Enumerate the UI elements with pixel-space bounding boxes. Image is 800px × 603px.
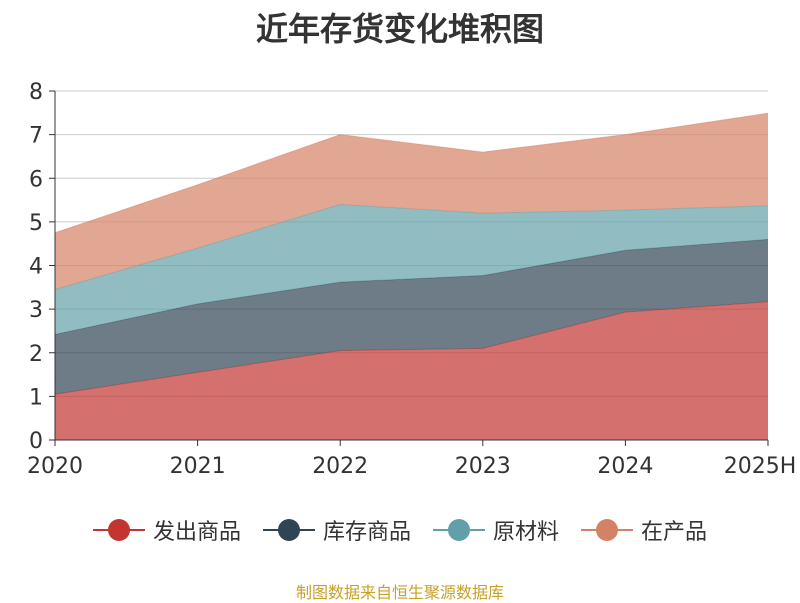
x-tick-label: 2020 bbox=[27, 454, 83, 479]
tick-labels: 0 1 2 3 4 5 6 7 8 2020 2021 2022 2023 2024 2025H bbox=[27, 80, 796, 479]
legend-dot bbox=[596, 519, 619, 541]
legend-swatch bbox=[262, 519, 315, 541]
x-tick-label: 2021 bbox=[170, 454, 226, 479]
y-tick-label: 7 bbox=[29, 124, 43, 149]
data-source-note: 制图数据来自恒生聚源数据库 bbox=[295, 583, 504, 602]
y-tick-label: 2 bbox=[29, 342, 43, 367]
legend-swatch bbox=[581, 519, 634, 541]
y-tick-label: 4 bbox=[29, 255, 43, 280]
legend-item[interactable]: 在产品 bbox=[581, 514, 707, 546]
y-tick-label: 3 bbox=[29, 298, 43, 323]
legend-label: 库存商品 bbox=[322, 520, 411, 545]
legend-swatch bbox=[433, 519, 485, 541]
area-0 bbox=[55, 301, 768, 440]
legend: 发出商品 库存商品 原材料 在产品 bbox=[0, 514, 800, 546]
y-tick-label: 1 bbox=[29, 385, 43, 410]
axes bbox=[49, 90, 769, 446]
legend-label: 发出商品 bbox=[152, 520, 241, 545]
y-tick-label: 0 bbox=[29, 429, 43, 454]
x-tick-label: 2022 bbox=[312, 454, 368, 479]
legend-label: 原材料 bbox=[493, 520, 560, 545]
legend-item[interactable]: 发出商品 bbox=[92, 514, 241, 546]
area-3 bbox=[55, 113, 768, 290]
area-series bbox=[54, 112, 769, 440]
area-1 bbox=[55, 239, 768, 395]
x-tick-label: 2023 bbox=[455, 454, 511, 479]
x-tick-label: 2025H bbox=[724, 454, 797, 479]
x-tick-label: 2024 bbox=[597, 454, 653, 479]
legend-dot bbox=[107, 519, 130, 541]
legend-label: 在产品 bbox=[641, 520, 708, 545]
area-2 bbox=[55, 204, 768, 335]
legend-swatch bbox=[92, 519, 145, 541]
legend-item[interactable]: 原材料 bbox=[433, 514, 559, 546]
legend-dot bbox=[448, 519, 470, 541]
legend-dot bbox=[277, 519, 300, 541]
y-tick-label: 6 bbox=[29, 167, 43, 192]
chart-title: 近年存货变化堆积图 bbox=[255, 10, 544, 48]
area-edge-3 bbox=[54, 112, 769, 234]
legend-item[interactable]: 库存商品 bbox=[262, 514, 411, 546]
y-tick-label: 5 bbox=[29, 211, 43, 236]
y-tick-label: 8 bbox=[29, 80, 43, 105]
